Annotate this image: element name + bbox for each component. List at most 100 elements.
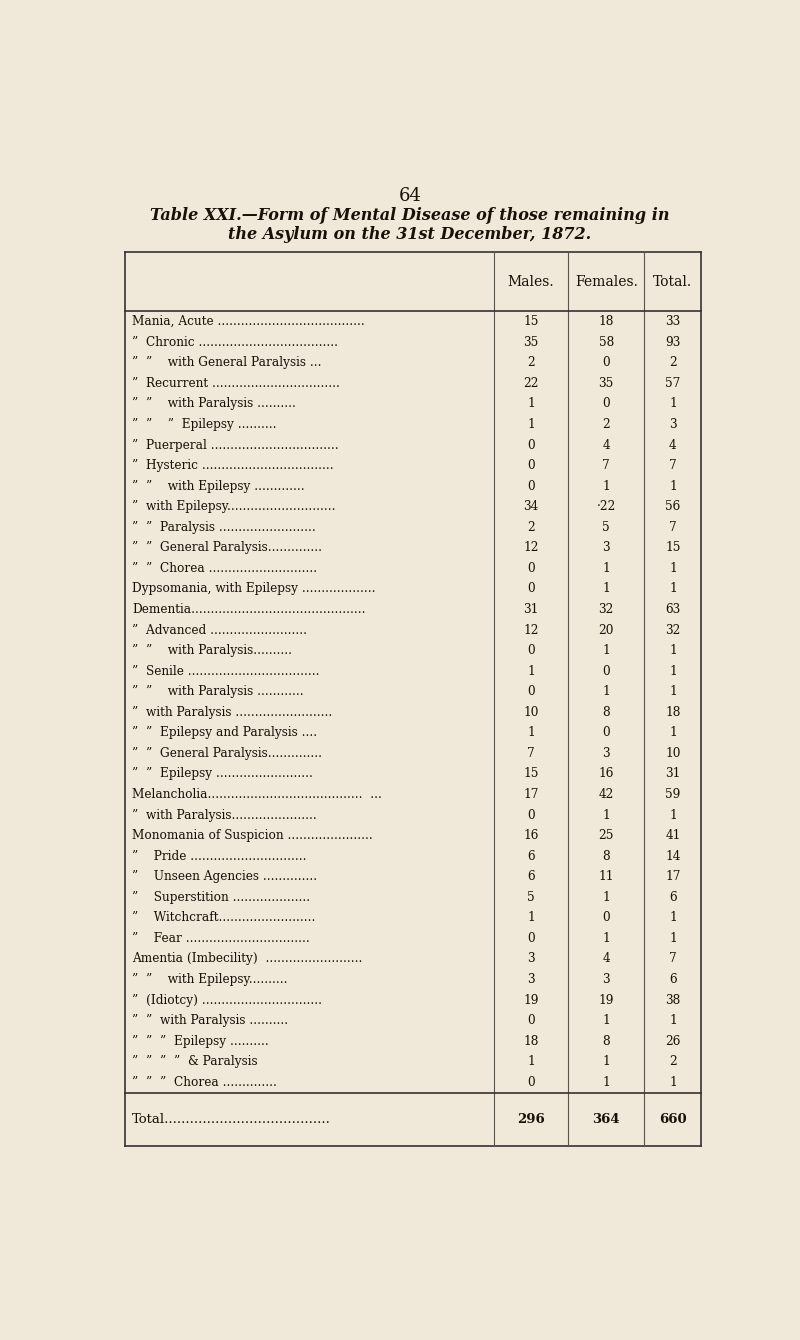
Text: 1: 1 — [669, 808, 677, 821]
Text: 1: 1 — [602, 645, 610, 657]
Text: 2: 2 — [669, 356, 677, 370]
Text: 1: 1 — [669, 583, 677, 595]
Text: 1: 1 — [669, 1076, 677, 1088]
Text: ”  Advanced .........................: ” Advanced ......................... — [132, 623, 307, 636]
Text: 1: 1 — [669, 726, 677, 740]
Text: 0: 0 — [527, 808, 534, 821]
Text: ”    Unseen Agencies ..............: ” Unseen Agencies .............. — [132, 870, 318, 883]
Text: 0: 0 — [527, 480, 534, 493]
Text: 1: 1 — [602, 1076, 610, 1088]
Text: ”  ”    with Epilepsy .............: ” ” with Epilepsy ............. — [132, 480, 305, 493]
Text: 0: 0 — [527, 1076, 534, 1088]
Text: ”  ”    with Paralysis ..........: ” ” with Paralysis .......... — [132, 398, 296, 410]
Text: 7: 7 — [602, 460, 610, 472]
Text: ”  ”    with General Paralysis ...: ” ” with General Paralysis ... — [132, 356, 322, 370]
Text: ”  with Paralysis......................: ” with Paralysis...................... — [132, 808, 317, 821]
Text: 1: 1 — [527, 1055, 534, 1068]
Text: ”  with Epilepsy............................: ” with Epilepsy.........................… — [132, 500, 336, 513]
Text: ”    Witchcraft.........................: ” Witchcraft......................... — [132, 911, 316, 925]
Text: 1: 1 — [669, 480, 677, 493]
Text: 18: 18 — [598, 315, 614, 328]
Text: 1: 1 — [669, 561, 677, 575]
Text: 64: 64 — [398, 186, 422, 205]
Text: 1: 1 — [669, 398, 677, 410]
Text: 0: 0 — [527, 583, 534, 595]
Text: 35: 35 — [523, 336, 538, 348]
Text: 1: 1 — [527, 726, 534, 740]
Text: 32: 32 — [665, 623, 681, 636]
Text: 1: 1 — [602, 583, 610, 595]
Text: ”  Recurrent .................................: ” Recurrent ............................… — [132, 377, 340, 390]
Text: 93: 93 — [665, 336, 681, 348]
Text: 17: 17 — [665, 870, 681, 883]
Text: 7: 7 — [669, 521, 677, 533]
Text: ”  ”  with Paralysis ..........: ” ” with Paralysis .......... — [132, 1014, 288, 1026]
Text: 58: 58 — [598, 336, 614, 348]
Text: 1: 1 — [669, 665, 677, 678]
Text: 59: 59 — [665, 788, 681, 801]
Text: 1: 1 — [669, 931, 677, 945]
Text: 16: 16 — [523, 829, 538, 842]
Text: 17: 17 — [523, 788, 538, 801]
Text: 18: 18 — [523, 1034, 538, 1048]
Text: 0: 0 — [527, 931, 534, 945]
Text: 15: 15 — [665, 541, 681, 555]
Text: ”  ”  ”  ”  & Paralysis: ” ” ” ” & Paralysis — [132, 1055, 258, 1068]
Text: 1: 1 — [602, 685, 610, 698]
Text: ”  ”  Epilepsy and Paralysis ....: ” ” Epilepsy and Paralysis .... — [132, 726, 318, 740]
Text: Females.: Females. — [574, 275, 638, 288]
Text: 12: 12 — [523, 541, 538, 555]
Text: ”  ”  Paralysis .........................: ” ” Paralysis ......................... — [132, 521, 316, 533]
Text: 34: 34 — [523, 500, 538, 513]
Text: 1: 1 — [527, 911, 534, 925]
Text: Total.......................................: Total...................................… — [132, 1112, 331, 1126]
Text: 1: 1 — [669, 1014, 677, 1026]
Text: ”  (Idiotcy) ...............................: ” (Idiotcy) ............................… — [132, 993, 322, 1006]
Text: ”  ”    ”  Epilepsy ..........: ” ” ” Epilepsy .......... — [132, 418, 277, 431]
Text: 0: 0 — [527, 561, 534, 575]
Text: 15: 15 — [523, 768, 538, 780]
Text: Dementia.............................................: Dementia................................… — [132, 603, 366, 616]
Text: ”  ”    with Epilepsy..........: ” ” with Epilepsy.......... — [132, 973, 288, 986]
Text: 31: 31 — [523, 603, 538, 616]
Text: 32: 32 — [598, 603, 614, 616]
Text: 4: 4 — [602, 438, 610, 452]
Text: ”  with Paralysis .........................: ” with Paralysis .......................… — [132, 706, 333, 718]
Text: 63: 63 — [666, 603, 681, 616]
Text: 1: 1 — [669, 911, 677, 925]
Text: 1: 1 — [602, 561, 610, 575]
Text: 2: 2 — [669, 1055, 677, 1068]
Text: 0: 0 — [602, 726, 610, 740]
Text: 4: 4 — [669, 438, 677, 452]
Text: ”  ”    with Paralysis ............: ” ” with Paralysis ............ — [132, 685, 304, 698]
Text: 16: 16 — [598, 768, 614, 780]
Text: 26: 26 — [665, 1034, 681, 1048]
Text: Dypsomania, with Epilepsy ...................: Dypsomania, with Epilepsy ..............… — [132, 583, 376, 595]
Text: 2: 2 — [527, 356, 534, 370]
Text: 1: 1 — [602, 480, 610, 493]
Text: 1: 1 — [602, 931, 610, 945]
Text: 3: 3 — [527, 973, 534, 986]
Text: 0: 0 — [527, 438, 534, 452]
Text: 1: 1 — [602, 1014, 610, 1026]
Text: 6: 6 — [527, 850, 534, 863]
Text: 5: 5 — [602, 521, 610, 533]
Text: Table XXI.—Form of Mental Disease of those remaining in: Table XXI.—Form of Mental Disease of tho… — [150, 208, 670, 224]
Text: 25: 25 — [598, 829, 614, 842]
Text: ”  ”  ”  Epilepsy ..........: ” ” ” Epilepsy .......... — [132, 1034, 269, 1048]
Text: 3: 3 — [602, 746, 610, 760]
Text: Monomania of Suspicion ......................: Monomania of Suspicion .................… — [132, 829, 373, 842]
Text: 20: 20 — [598, 623, 614, 636]
Text: 1: 1 — [527, 418, 534, 431]
Text: 14: 14 — [665, 850, 681, 863]
Text: ”  Senile ..................................: ” Senile ...............................… — [132, 665, 320, 678]
Text: ”    Pride ..............................: ” Pride .............................. — [132, 850, 306, 863]
Text: 19: 19 — [598, 993, 614, 1006]
Text: 7: 7 — [527, 746, 534, 760]
Text: 11: 11 — [598, 870, 614, 883]
Text: ”  ”  General Paralysis..............: ” ” General Paralysis.............. — [132, 746, 322, 760]
Text: ”  ”  General Paralysis..............: ” ” General Paralysis.............. — [132, 541, 322, 555]
Text: 6: 6 — [669, 891, 677, 903]
Text: 0: 0 — [602, 911, 610, 925]
Text: 31: 31 — [665, 768, 681, 780]
